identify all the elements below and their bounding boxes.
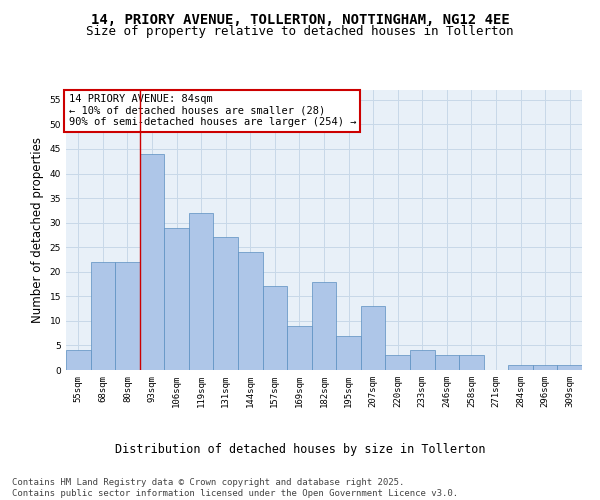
Text: Distribution of detached houses by size in Tollerton: Distribution of detached houses by size …	[115, 442, 485, 456]
Bar	[287, 326, 312, 370]
Bar	[385, 356, 410, 370]
Text: Size of property relative to detached houses in Tollerton: Size of property relative to detached ho…	[86, 25, 514, 38]
Bar	[459, 356, 484, 370]
Bar	[434, 356, 459, 370]
Bar	[336, 336, 361, 370]
Text: 14, PRIORY AVENUE, TOLLERTON, NOTTINGHAM, NG12 4EE: 14, PRIORY AVENUE, TOLLERTON, NOTTINGHAM…	[91, 12, 509, 26]
Bar	[214, 238, 238, 370]
Bar	[508, 365, 533, 370]
Text: 14 PRIORY AVENUE: 84sqm
← 10% of detached houses are smaller (28)
90% of semi-de: 14 PRIORY AVENUE: 84sqm ← 10% of detache…	[68, 94, 356, 128]
Bar	[91, 262, 115, 370]
Bar	[238, 252, 263, 370]
Text: Contains HM Land Registry data © Crown copyright and database right 2025.
Contai: Contains HM Land Registry data © Crown c…	[12, 478, 458, 498]
Bar	[189, 213, 214, 370]
Bar	[557, 365, 582, 370]
Bar	[263, 286, 287, 370]
Bar	[115, 262, 140, 370]
Bar	[410, 350, 434, 370]
Bar	[361, 306, 385, 370]
Y-axis label: Number of detached properties: Number of detached properties	[31, 137, 44, 323]
Bar	[312, 282, 336, 370]
Bar	[140, 154, 164, 370]
Bar	[164, 228, 189, 370]
Bar	[66, 350, 91, 370]
Bar	[533, 365, 557, 370]
